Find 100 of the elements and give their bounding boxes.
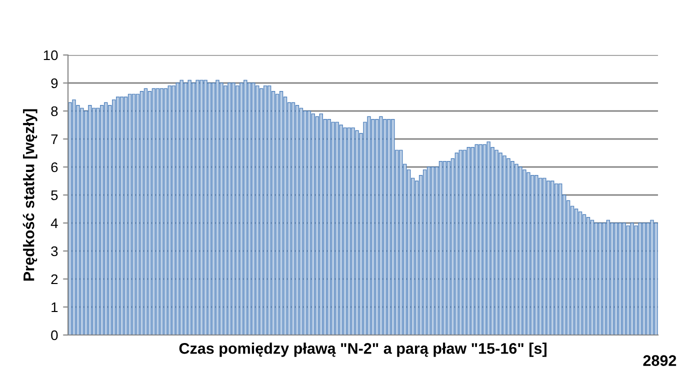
bar (482, 144, 486, 335)
bar (470, 147, 474, 335)
bar (622, 222, 626, 335)
bar (116, 96, 120, 335)
bar (260, 88, 264, 335)
bar (514, 164, 518, 335)
bar (426, 166, 431, 335)
y-tick-label: 6 (51, 162, 58, 172)
bar (120, 96, 124, 335)
bar (244, 80, 248, 335)
bar (192, 82, 196, 335)
y-tick-label: 3 (51, 246, 58, 256)
bar (220, 82, 224, 335)
bar (136, 94, 140, 335)
bar (144, 88, 148, 335)
bar (68, 102, 72, 335)
bar (371, 119, 375, 335)
bar (502, 155, 506, 335)
bar (96, 108, 100, 335)
y-tick-label: 1 (52, 302, 58, 312)
bar (132, 94, 136, 335)
bar (554, 183, 558, 335)
bar (538, 178, 542, 335)
bar (442, 161, 447, 335)
bar (355, 130, 359, 335)
bar (168, 85, 172, 335)
bar (112, 99, 116, 335)
bar (176, 82, 180, 335)
bar (228, 82, 232, 335)
bar (606, 220, 610, 335)
bar (498, 152, 502, 335)
y-tick-label: 4 (50, 218, 58, 228)
bar (654, 222, 658, 335)
bar (558, 183, 562, 335)
bar (88, 105, 92, 335)
bar (610, 222, 614, 335)
x-axis-title: Czas pomiędzy pławą "N-2" a parą pław "15-16" [s] (179, 342, 546, 357)
bar (478, 144, 482, 335)
bar (339, 124, 343, 335)
bar (630, 222, 634, 335)
bar (204, 80, 208, 335)
bar (375, 119, 379, 335)
bar (291, 102, 296, 335)
bar (534, 175, 538, 335)
bar (638, 222, 642, 335)
bar (279, 91, 284, 335)
bar (299, 108, 304, 335)
bar (542, 178, 546, 335)
bar (315, 116, 319, 335)
bar (240, 82, 244, 335)
bar (391, 119, 395, 335)
bar (343, 127, 347, 335)
bar (590, 220, 594, 335)
bar (267, 85, 272, 335)
bar (212, 82, 216, 335)
bar (188, 80, 192, 335)
bar (335, 122, 339, 335)
bar (160, 88, 164, 335)
y-tick-label: 9 (51, 78, 58, 88)
bar (303, 110, 308, 335)
y-axis-title: Prędkość statku [węzły] (22, 109, 38, 281)
bar (462, 150, 466, 335)
y-tick-label: 7 (51, 134, 58, 144)
bar (518, 166, 522, 335)
bar (148, 91, 152, 335)
bar (367, 116, 371, 335)
bar (626, 225, 630, 335)
bar (152, 88, 156, 335)
bar (208, 82, 212, 335)
bar (430, 166, 435, 335)
bar (351, 127, 355, 335)
bar (458, 150, 463, 335)
bar (510, 161, 514, 335)
bar (594, 222, 598, 335)
bar (574, 208, 578, 335)
bar (331, 122, 335, 335)
bar (80, 108, 84, 335)
y-tick-label: 10 (44, 50, 58, 60)
bar (582, 214, 586, 335)
bar (311, 113, 316, 335)
bar (399, 150, 403, 335)
bar (530, 175, 534, 335)
bar (454, 152, 459, 335)
bar (634, 225, 638, 335)
bar (586, 217, 590, 335)
bar (506, 158, 510, 335)
bar (216, 80, 220, 335)
bar (327, 119, 331, 335)
bar (546, 180, 550, 335)
bar (474, 144, 478, 335)
bar (275, 94, 280, 335)
y-tick-label: 8 (51, 106, 58, 116)
bar (72, 99, 76, 335)
bar (140, 91, 144, 335)
bar (602, 222, 606, 335)
bar (100, 105, 104, 335)
bar (466, 147, 470, 335)
bar (494, 150, 498, 335)
bar (172, 85, 176, 335)
bar (438, 161, 443, 335)
